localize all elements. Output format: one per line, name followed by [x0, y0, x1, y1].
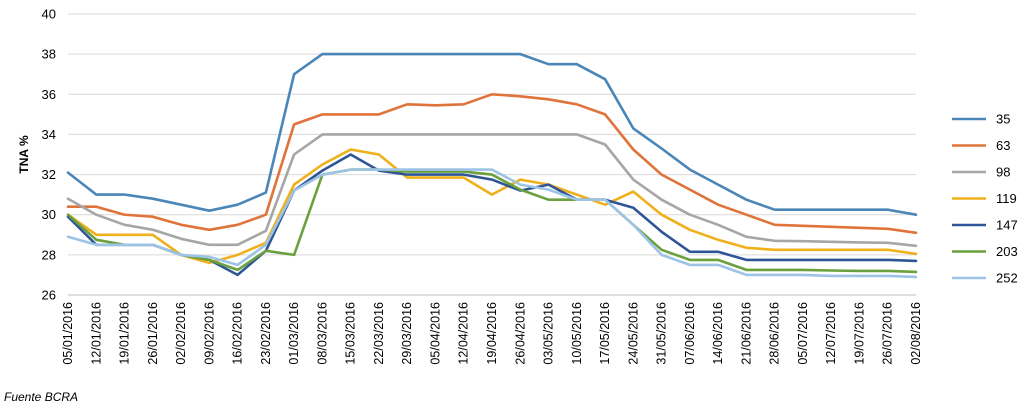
x-tick-label: 22/03/2016	[372, 302, 386, 365]
y-tick-label: 36	[42, 87, 56, 102]
legend-label: 98	[996, 165, 1010, 180]
x-tick-label: 09/02/2016	[202, 302, 216, 365]
x-tick-label: 07/06/2016	[683, 302, 697, 365]
x-tick-label: 24/05/2016	[626, 302, 640, 365]
y-tick-label: 28	[42, 247, 56, 262]
x-tick-label: 02/02/2016	[174, 302, 188, 365]
x-tick-label: 02/08/2016	[909, 302, 923, 365]
y-tick-label: 40	[42, 7, 56, 22]
legend-label: 252	[996, 271, 1018, 286]
series-line	[66, 168, 918, 279]
series-line	[66, 148, 918, 265]
x-tick-label: 28/06/2016	[768, 302, 782, 365]
series-line	[66, 133, 918, 248]
y-tick-label: 34	[42, 127, 56, 142]
x-tick-label: 23/02/2016	[259, 302, 273, 365]
x-tick-label: 05/01/2016	[61, 302, 75, 365]
legend-label: 147	[996, 218, 1018, 233]
y-tick-label: 38	[42, 47, 56, 62]
x-tick-label: 15/03/2016	[344, 302, 358, 365]
y-axis-label: TNA %	[17, 135, 31, 174]
x-tick-label: 19/01/2016	[118, 302, 132, 365]
x-tick-label: 12/01/2016	[89, 302, 103, 365]
x-tick-label: 01/03/2016	[287, 302, 301, 365]
x-tick-label: 26/01/2016	[146, 302, 160, 365]
x-tick-label: 05/07/2016	[796, 302, 810, 365]
y-tick-label: 32	[42, 167, 56, 182]
x-tick-label: 14/06/2016	[711, 302, 725, 365]
x-tick-label: 26/07/2016	[881, 302, 895, 365]
x-tick-label: 19/04/2016	[485, 302, 499, 365]
x-tick-label: 26/04/2016	[513, 302, 527, 365]
x-tick-label: 08/03/2016	[315, 302, 329, 365]
x-tick-label: 05/04/2016	[428, 302, 442, 365]
series-line	[66, 168, 918, 274]
x-tick-label: 10/05/2016	[570, 302, 584, 365]
x-tick-label: 31/05/2016	[655, 302, 669, 365]
legend-label: 63	[996, 138, 1010, 153]
source-note: Fuente BCRA	[4, 390, 79, 404]
x-tick-label: 19/07/2016	[852, 302, 866, 365]
series-line	[66, 93, 918, 235]
legend-label: 203	[996, 244, 1018, 259]
legend-label: 35	[996, 112, 1010, 127]
x-tick-label: 17/05/2016	[598, 302, 612, 365]
x-tick-label: 29/03/2016	[400, 302, 414, 365]
x-tick-label: 21/06/2016	[739, 302, 753, 365]
x-tick-label: 16/02/2016	[231, 302, 245, 365]
x-tick-label: 12/07/2016	[824, 302, 838, 365]
y-tick-label: 30	[42, 207, 56, 222]
legend-label: 119	[996, 191, 1017, 206]
y-tick-label: 26	[42, 288, 56, 303]
series-line	[66, 52, 918, 216]
x-tick-label: 03/05/2016	[542, 302, 556, 365]
x-tick-label: 12/04/2016	[457, 302, 471, 365]
